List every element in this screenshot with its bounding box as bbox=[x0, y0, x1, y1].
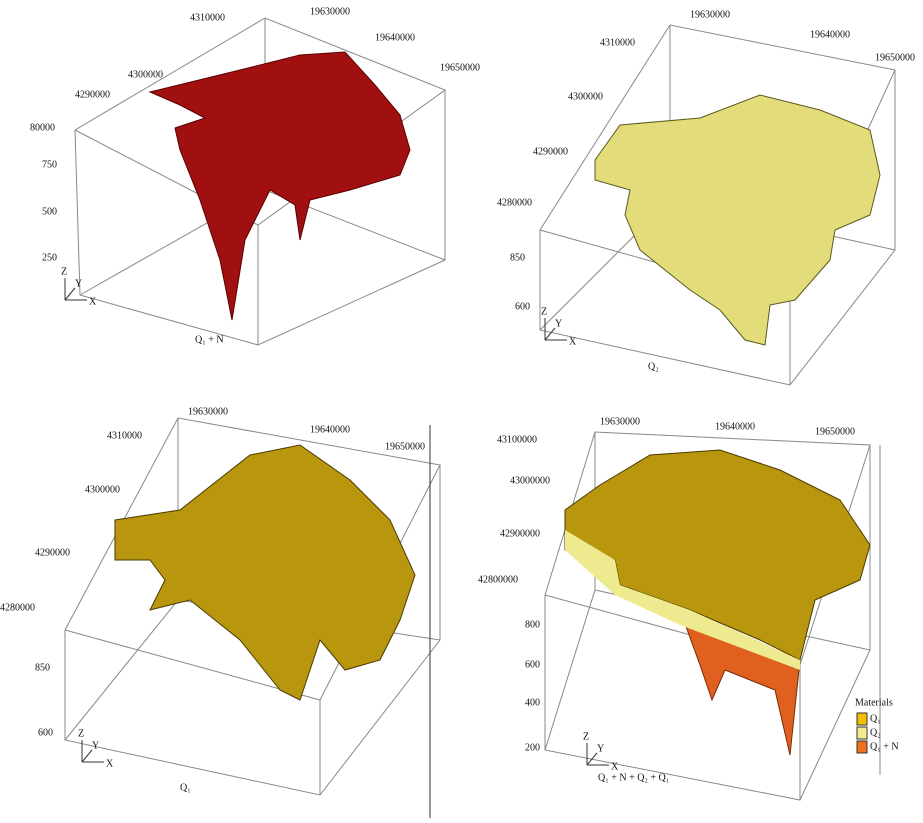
y-axis-label: 4300000 bbox=[568, 91, 603, 102]
z-axis-label: 750 bbox=[42, 159, 57, 170]
x-axis-label: 19630000 bbox=[188, 406, 228, 417]
legend-swatch bbox=[857, 727, 867, 739]
axis-letter: Y bbox=[555, 318, 562, 329]
z-axis-label: 600 bbox=[515, 301, 530, 312]
panel-caption: Q₁ bbox=[180, 782, 191, 793]
x-axis-label: 19640000 bbox=[310, 424, 350, 435]
y-axis-label: 4280000 bbox=[497, 197, 532, 208]
axis-letter: X bbox=[611, 761, 619, 772]
y-axis-label: 4290000 bbox=[35, 547, 70, 558]
legend-item: Q₁ bbox=[870, 713, 881, 724]
y-axis-label: 4300000 bbox=[85, 484, 120, 495]
axis-letter: Y bbox=[597, 743, 604, 754]
panel-caption: Q₁ + N bbox=[195, 334, 224, 345]
legend-item: Q₁ + N bbox=[870, 741, 899, 752]
y-axis-label: 42800000 bbox=[478, 574, 518, 585]
surface-q2 bbox=[595, 95, 880, 345]
y-axis-label: 4290000 bbox=[533, 146, 568, 157]
legend-item: Q₂ bbox=[870, 727, 881, 738]
x-axis-label: 19650000 bbox=[815, 426, 855, 437]
axis-triad bbox=[545, 328, 555, 340]
axis-letter: Z bbox=[583, 731, 589, 742]
axis-letter: Z bbox=[78, 728, 84, 739]
axis-letter: Z bbox=[541, 306, 547, 317]
axis-letter: X bbox=[569, 336, 577, 347]
y-axis-label: 4310000 bbox=[107, 430, 142, 441]
panel-caption: Q₁ + N + Q₂ + Q₁ bbox=[598, 772, 669, 783]
y-axis-label: 4290000 bbox=[75, 89, 110, 100]
legend-swatch bbox=[857, 741, 867, 753]
y-axis-label: 42900000 bbox=[500, 528, 540, 539]
y-axis-label: 43100000 bbox=[497, 434, 537, 445]
x-axis-label: 19630000 bbox=[310, 6, 350, 17]
z-axis-label: 500 bbox=[42, 206, 57, 217]
z-axis-label: 250 bbox=[42, 252, 57, 263]
x-axis-label: 19640000 bbox=[810, 29, 850, 40]
axis-letter: Z bbox=[61, 266, 67, 277]
axis-triad bbox=[82, 750, 92, 762]
legend-title: Materials bbox=[855, 697, 893, 708]
surface-q1 bbox=[115, 445, 415, 700]
y-axis-label: 43000000 bbox=[510, 475, 550, 486]
z-axis-label: 200 bbox=[525, 742, 540, 753]
z-axis-label: 600 bbox=[38, 727, 53, 738]
x-axis-label: 19650000 bbox=[875, 52, 915, 63]
x-axis-label: 19630000 bbox=[600, 416, 640, 427]
y-axis-label: 4300000 bbox=[128, 69, 163, 80]
x-axis-label: 19640000 bbox=[375, 32, 415, 43]
figure: 19630000 19640000 19650000 4310000 4300000 42… bbox=[0, 0, 923, 818]
legend-swatch bbox=[857, 713, 867, 725]
x-axis-label: 19650000 bbox=[385, 441, 425, 452]
axis-letter: X bbox=[89, 296, 97, 307]
z-axis-label: 400 bbox=[525, 697, 540, 708]
y-axis-label: 4310000 bbox=[190, 12, 225, 23]
z-axis-label: 850 bbox=[510, 252, 525, 263]
z-axis-label: 80000 bbox=[30, 122, 55, 133]
y-axis-label: 4280000 bbox=[0, 602, 35, 613]
surface-q1n bbox=[150, 52, 410, 320]
axis-triad bbox=[65, 288, 75, 300]
z-axis-label: 850 bbox=[35, 662, 50, 673]
x-axis-label: 19650000 bbox=[440, 62, 480, 73]
z-axis-label: 600 bbox=[525, 659, 540, 670]
x-axis-label: 19640000 bbox=[715, 421, 755, 432]
axis-letter: X bbox=[106, 758, 114, 769]
panel-caption: Q₂ bbox=[648, 361, 659, 372]
x-axis-label: 19630000 bbox=[690, 9, 730, 20]
z-axis-label: 800 bbox=[525, 619, 540, 630]
axis-letter: Y bbox=[75, 278, 82, 289]
y-axis-label: 4310000 bbox=[600, 37, 635, 48]
axis-letter: Y bbox=[92, 740, 99, 751]
